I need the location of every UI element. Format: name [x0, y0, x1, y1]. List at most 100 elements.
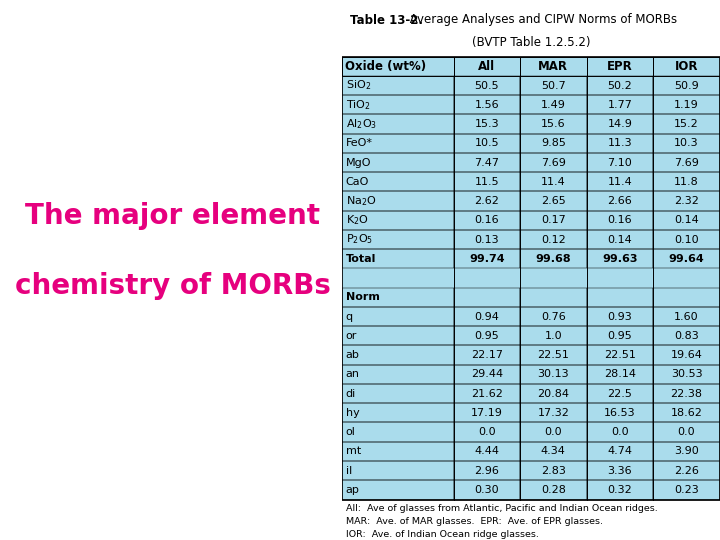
Bar	[342, 153, 454, 172]
Bar	[520, 346, 587, 365]
Bar	[653, 364, 720, 384]
Text: 0.13: 0.13	[474, 234, 499, 245]
Text: 0.76: 0.76	[541, 312, 566, 322]
Text: IOR:  Ave. of Indian Ocean ridge glasses.: IOR: Ave. of Indian Ocean ridge glasses.	[346, 530, 539, 539]
Text: 28.14: 28.14	[604, 369, 636, 380]
Text: 0.95: 0.95	[608, 331, 632, 341]
Bar	[342, 134, 454, 153]
Text: 1.0: 1.0	[544, 331, 562, 341]
Text: 1.19: 1.19	[674, 100, 699, 110]
Text: 50.2: 50.2	[608, 80, 632, 91]
Bar	[454, 288, 520, 307]
Bar	[454, 384, 520, 403]
Bar	[587, 422, 653, 442]
Bar	[587, 288, 653, 307]
Text: 22.5: 22.5	[608, 389, 632, 399]
Text: 99.63: 99.63	[602, 254, 638, 264]
Bar	[653, 230, 720, 249]
Bar	[454, 249, 520, 268]
Bar	[653, 403, 720, 422]
Text: 10.3: 10.3	[674, 138, 699, 149]
Text: 2.26: 2.26	[674, 465, 699, 476]
Text: q: q	[346, 312, 353, 322]
Text: an: an	[346, 369, 360, 380]
Bar	[520, 364, 587, 384]
Bar	[587, 192, 653, 211]
Bar	[454, 114, 520, 134]
Bar	[520, 230, 587, 249]
Text: 22.51: 22.51	[537, 350, 570, 360]
Bar	[454, 153, 520, 172]
Text: 99.64: 99.64	[669, 254, 704, 264]
Text: ab: ab	[346, 350, 360, 360]
Text: All: All	[478, 60, 495, 73]
Bar	[587, 461, 653, 480]
Text: 0.30: 0.30	[474, 485, 499, 495]
Text: 3.90: 3.90	[674, 447, 699, 456]
Text: 7.47: 7.47	[474, 158, 499, 167]
Text: il: il	[346, 465, 352, 476]
Bar	[520, 384, 587, 403]
Bar	[520, 76, 587, 95]
Bar	[454, 134, 520, 153]
Text: 3.36: 3.36	[608, 465, 632, 476]
Bar	[587, 326, 653, 346]
Bar	[587, 134, 653, 153]
Bar	[520, 403, 587, 422]
Text: 7.10: 7.10	[608, 158, 632, 167]
Text: 50.5: 50.5	[474, 80, 499, 91]
Text: chemistry of MORBs: chemistry of MORBs	[15, 272, 330, 300]
Text: ap: ap	[346, 485, 360, 495]
Text: Norm: Norm	[346, 292, 379, 302]
Bar	[454, 403, 520, 422]
Text: 30.13: 30.13	[538, 369, 569, 380]
Bar	[653, 326, 720, 346]
Bar	[342, 364, 454, 384]
Bar	[587, 364, 653, 384]
Text: Table 13-2.: Table 13-2.	[350, 14, 423, 26]
Text: 0.93: 0.93	[608, 312, 632, 322]
Text: MAR: MAR	[539, 60, 568, 73]
Bar	[342, 76, 454, 95]
Bar	[520, 326, 587, 346]
Bar	[342, 346, 454, 365]
Text: 4.74: 4.74	[608, 447, 632, 456]
Bar	[520, 134, 587, 153]
Text: 2.62: 2.62	[474, 196, 499, 206]
Bar	[342, 211, 454, 230]
Text: 0.14: 0.14	[608, 234, 632, 245]
Bar	[587, 346, 653, 365]
Bar	[342, 249, 454, 268]
Text: MgO: MgO	[346, 158, 372, 167]
Bar	[587, 384, 653, 403]
Bar	[520, 249, 587, 268]
Bar	[653, 307, 720, 326]
Bar	[342, 461, 454, 480]
Bar	[587, 57, 653, 76]
Bar	[587, 442, 653, 461]
Text: 1.60: 1.60	[674, 312, 699, 322]
Text: Na$_2$O: Na$_2$O	[346, 194, 377, 208]
Bar	[454, 230, 520, 249]
Bar	[653, 249, 720, 268]
Bar	[653, 288, 720, 307]
Bar	[587, 172, 653, 192]
Text: 11.3: 11.3	[608, 138, 632, 149]
Bar	[587, 230, 653, 249]
Bar	[520, 211, 587, 230]
Text: 0.0: 0.0	[478, 427, 495, 437]
Text: 11.4: 11.4	[541, 177, 566, 187]
Bar	[520, 288, 587, 307]
Text: 1.49: 1.49	[541, 100, 566, 110]
Text: All:  Ave of glasses from Atlantic, Pacific and Indian Ocean ridges.: All: Ave of glasses from Atlantic, Pacif…	[346, 504, 657, 513]
Bar	[653, 422, 720, 442]
Text: EPR: EPR	[607, 60, 633, 73]
Text: 1.56: 1.56	[474, 100, 499, 110]
Text: FeO*: FeO*	[346, 138, 373, 149]
Text: 0.0: 0.0	[611, 427, 629, 437]
Text: 0.17: 0.17	[541, 215, 566, 225]
Bar	[342, 192, 454, 211]
Text: Oxide (wt%): Oxide (wt%)	[345, 60, 426, 73]
Bar	[342, 384, 454, 403]
Text: The major element: The major element	[25, 202, 320, 230]
